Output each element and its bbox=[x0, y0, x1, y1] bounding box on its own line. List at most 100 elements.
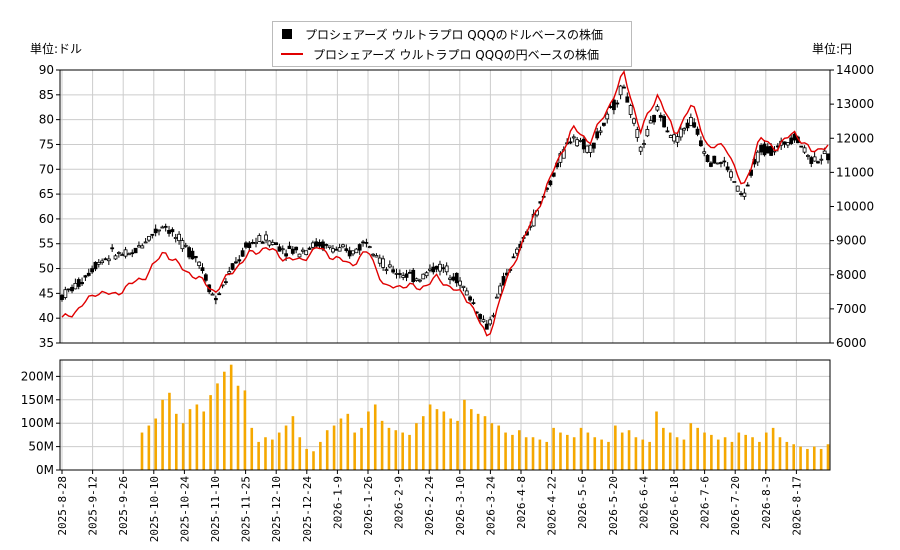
candle-body bbox=[595, 131, 600, 139]
candle-body bbox=[809, 157, 814, 164]
candle-body bbox=[601, 122, 606, 126]
volume-axis-tick-label: 50M bbox=[28, 440, 54, 454]
candle-body bbox=[725, 166, 730, 171]
volume-bar bbox=[360, 427, 363, 470]
right-axis-tick-label: 13000 bbox=[836, 97, 874, 111]
volume-bar bbox=[531, 437, 535, 470]
volume-bar bbox=[524, 437, 528, 470]
volume-bar bbox=[655, 411, 658, 470]
candle-body bbox=[93, 261, 98, 270]
candle-body bbox=[230, 263, 235, 270]
candle-body bbox=[294, 246, 299, 251]
volume-bar bbox=[456, 420, 459, 470]
candle-body bbox=[116, 252, 121, 254]
price-plot-frame bbox=[59, 69, 831, 344]
candle-body bbox=[414, 278, 419, 281]
x-axis-tick-label: 2025-8-28 bbox=[56, 476, 69, 536]
candle-body bbox=[762, 143, 767, 156]
right-axis-tick-label: 10000 bbox=[836, 200, 874, 214]
volume-bar bbox=[264, 437, 267, 470]
volume-bar bbox=[332, 425, 336, 470]
x-axis-tick-label: 2026-1-26 bbox=[362, 476, 375, 536]
candle-body bbox=[407, 271, 412, 274]
candle-body bbox=[735, 185, 740, 192]
candle-body bbox=[254, 241, 258, 244]
volume-bar bbox=[751, 437, 754, 470]
candle-body bbox=[240, 250, 245, 257]
candle-body bbox=[90, 268, 95, 273]
volume-bar bbox=[566, 434, 569, 470]
candle-body bbox=[150, 233, 155, 236]
candle-body bbox=[591, 142, 596, 149]
candle-body bbox=[381, 258, 386, 268]
candle-body bbox=[585, 145, 590, 153]
legend-label-jpy: プロシェアーズ ウルトラプロ QQQの円ベースの株価 bbox=[313, 47, 600, 62]
volume-bar bbox=[140, 432, 144, 470]
volume-bar bbox=[730, 441, 734, 470]
candle-body bbox=[625, 96, 630, 103]
candle-body bbox=[264, 234, 268, 241]
candle-body bbox=[384, 269, 389, 272]
volume-bar bbox=[518, 430, 521, 470]
volume-bar bbox=[312, 451, 315, 470]
volume-bar bbox=[607, 441, 610, 470]
left-unit-label: 単位:ドル bbox=[30, 42, 83, 56]
candle-body bbox=[712, 155, 717, 164]
candle-body bbox=[167, 229, 171, 234]
candle-body bbox=[113, 255, 118, 260]
x-axis-tick-label: 2026-4-8 bbox=[515, 476, 528, 529]
volume-bar bbox=[703, 432, 706, 470]
candle-body bbox=[709, 162, 713, 167]
x-axis-tick-label: 2026-5-6 bbox=[576, 476, 589, 529]
candle-body bbox=[421, 273, 426, 280]
candle-body bbox=[183, 244, 188, 247]
candle-body bbox=[96, 262, 101, 265]
volume-bar bbox=[764, 432, 768, 470]
right-axis-tick-label: 9000 bbox=[836, 234, 867, 248]
volume-bar bbox=[421, 416, 425, 470]
candle-body bbox=[488, 319, 493, 325]
candle-body bbox=[451, 276, 456, 281]
candle-body bbox=[280, 248, 285, 251]
volume-bar bbox=[696, 427, 699, 470]
right-axis-tick-label: 6000 bbox=[836, 336, 867, 350]
candle-body bbox=[441, 267, 446, 270]
candle-body bbox=[304, 250, 309, 256]
left-axis-tick-label: 65 bbox=[39, 187, 54, 201]
candle-body bbox=[193, 255, 198, 259]
volume-bar bbox=[559, 432, 562, 470]
candle-body bbox=[785, 142, 790, 146]
candle-body bbox=[217, 293, 222, 296]
candle-body bbox=[806, 155, 810, 157]
candle-body bbox=[812, 156, 817, 162]
candle-body bbox=[86, 272, 91, 276]
volume-bar bbox=[614, 425, 617, 470]
candle-body bbox=[672, 134, 677, 142]
candle-body bbox=[444, 265, 449, 273]
candle-body bbox=[106, 258, 111, 262]
left-axis-tick-label: 55 bbox=[39, 237, 54, 251]
volume-bar bbox=[627, 430, 631, 470]
left-axis-tick-label: 75 bbox=[39, 137, 54, 151]
candle-body bbox=[431, 266, 436, 273]
candle-body bbox=[173, 237, 178, 239]
x-axis-tick-label: 2026-3-24 bbox=[484, 476, 497, 536]
candle-body bbox=[234, 261, 238, 264]
candle-body bbox=[224, 281, 228, 284]
x-axis-tick-label: 2026-2-24 bbox=[423, 476, 436, 536]
volume-bar bbox=[771, 427, 775, 470]
candle-body bbox=[822, 150, 827, 155]
x-axis-tick-label: 2025-12-10 bbox=[270, 476, 283, 542]
candle-body bbox=[468, 296, 472, 301]
candle-body bbox=[682, 128, 687, 131]
volume-bar bbox=[435, 409, 439, 470]
candle-body bbox=[464, 290, 469, 296]
candle-body bbox=[190, 250, 195, 260]
volume-bar bbox=[600, 439, 603, 470]
candle-body bbox=[170, 229, 175, 233]
volume-bar bbox=[572, 437, 576, 470]
volume-bar bbox=[826, 444, 830, 470]
candle-body bbox=[729, 171, 733, 178]
volume-bar bbox=[291, 416, 295, 470]
candle-body bbox=[83, 275, 88, 278]
